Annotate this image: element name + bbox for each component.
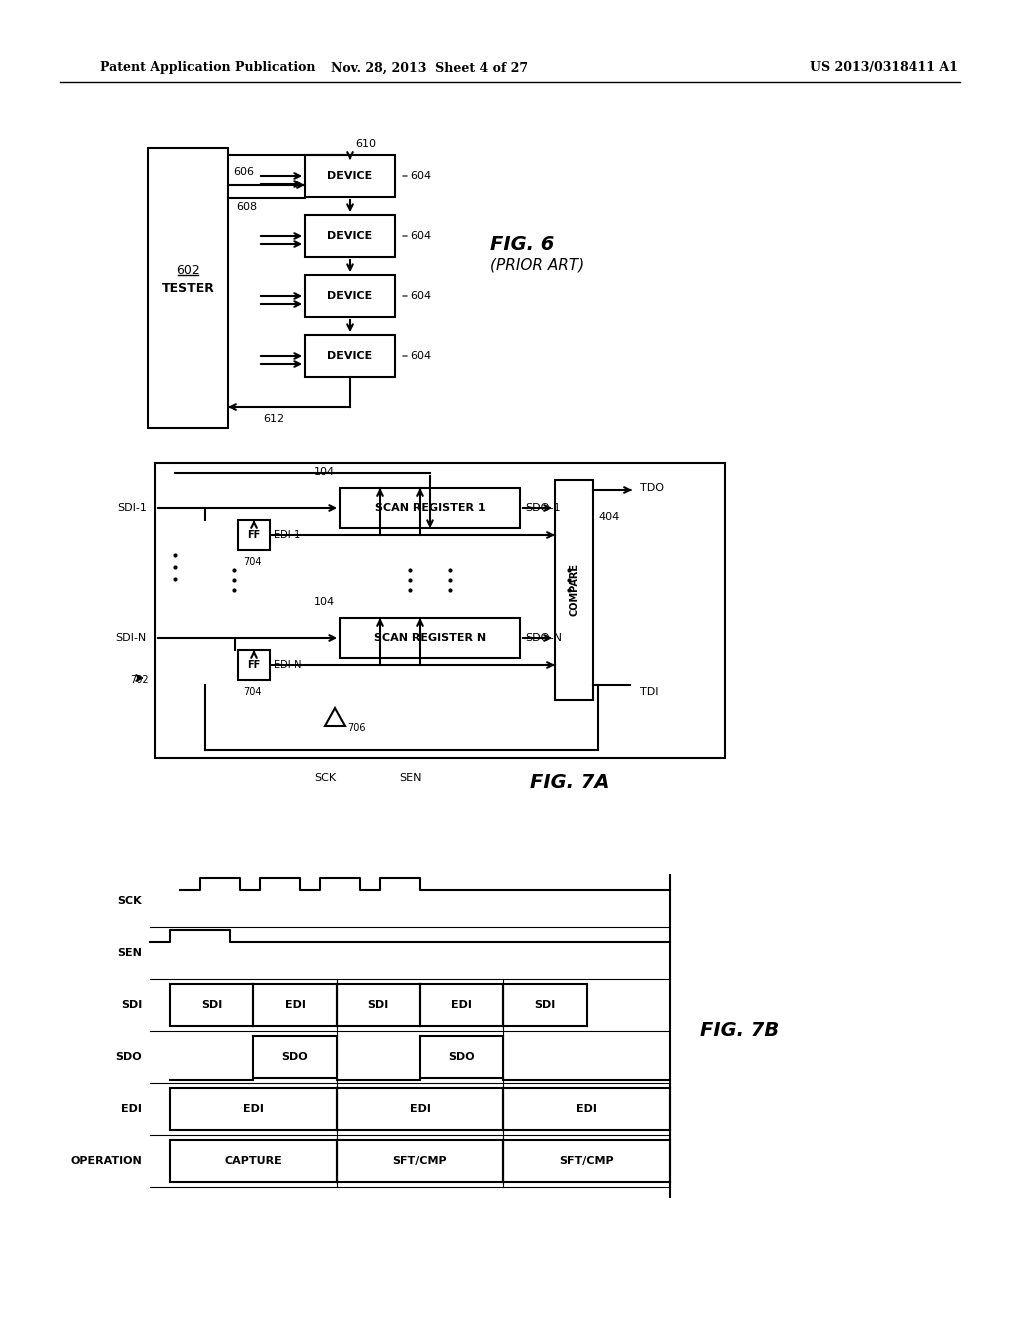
Text: FF: FF — [248, 531, 261, 540]
Text: FIG. 7B: FIG. 7B — [700, 1022, 779, 1040]
Text: 706: 706 — [347, 723, 366, 733]
Text: SEN: SEN — [398, 774, 421, 783]
Bar — [238, 649, 270, 680]
Text: COMPARE: COMPARE — [569, 564, 579, 616]
Text: EDI: EDI — [243, 1104, 264, 1114]
Text: SDI: SDI — [368, 1001, 389, 1010]
Text: TESTER: TESTER — [162, 281, 214, 294]
Text: 104: 104 — [314, 597, 335, 607]
Text: EDI: EDI — [285, 1001, 305, 1010]
Text: 608: 608 — [236, 202, 257, 213]
Text: SEN: SEN — [117, 948, 142, 958]
Text: FIG. 7A: FIG. 7A — [530, 774, 609, 792]
Text: (PRIOR ART): (PRIOR ART) — [490, 257, 585, 272]
Text: SDO: SDO — [116, 1052, 142, 1063]
Text: SCK: SCK — [314, 774, 336, 783]
Bar — [148, 148, 228, 428]
Text: DEVICE: DEVICE — [328, 290, 373, 301]
Text: SFT/CMP: SFT/CMP — [559, 1156, 614, 1166]
Text: TDI: TDI — [640, 686, 658, 697]
Text: SCK: SCK — [118, 896, 142, 906]
Text: 604: 604 — [410, 290, 431, 301]
Text: 604: 604 — [410, 351, 431, 360]
Text: SDI: SDI — [121, 1001, 142, 1010]
Text: 602: 602 — [176, 264, 200, 276]
Text: EDI: EDI — [452, 1001, 472, 1010]
Bar — [340, 488, 520, 528]
Text: Patent Application Publication: Patent Application Publication — [100, 62, 315, 74]
Bar — [305, 335, 395, 378]
Text: 612: 612 — [263, 414, 284, 424]
Text: SCAN REGISTER N: SCAN REGISTER N — [374, 634, 486, 643]
Text: 702: 702 — [130, 675, 148, 685]
Text: 704: 704 — [243, 686, 261, 697]
Text: SDI: SDI — [535, 1001, 556, 1010]
Bar — [555, 480, 593, 700]
Text: SFT/CMP: SFT/CMP — [392, 1156, 447, 1166]
Text: EDI: EDI — [121, 1104, 142, 1114]
Bar — [238, 520, 270, 550]
Text: Nov. 28, 2013  Sheet 4 of 27: Nov. 28, 2013 Sheet 4 of 27 — [332, 62, 528, 74]
Text: 104: 104 — [314, 467, 335, 477]
Text: FIG. 6: FIG. 6 — [490, 235, 554, 255]
Text: DEVICE: DEVICE — [328, 231, 373, 242]
Bar — [305, 215, 395, 257]
Text: CAPTURE: CAPTURE — [224, 1156, 283, 1166]
Text: 604: 604 — [410, 231, 431, 242]
Text: EDI: EDI — [577, 1104, 597, 1114]
Text: DEVICE: DEVICE — [328, 351, 373, 360]
Bar — [305, 275, 395, 317]
Text: SDI-N: SDI-N — [116, 634, 147, 643]
Text: SDO: SDO — [282, 1052, 308, 1063]
Bar — [305, 154, 395, 197]
Text: SDI: SDI — [201, 1001, 222, 1010]
Text: 606: 606 — [233, 168, 254, 177]
Text: US 2013/0318411 A1: US 2013/0318411 A1 — [810, 62, 957, 74]
Text: SDI-1: SDI-1 — [117, 503, 147, 513]
Bar — [155, 463, 725, 758]
Text: EDI-1: EDI-1 — [274, 531, 300, 540]
Text: 610: 610 — [355, 139, 376, 149]
Text: 404: 404 — [598, 512, 620, 521]
Text: SCAN REGISTER 1: SCAN REGISTER 1 — [375, 503, 485, 513]
Text: OPERATION: OPERATION — [71, 1156, 142, 1166]
Text: EDI-N: EDI-N — [274, 660, 301, 671]
Text: EDI: EDI — [410, 1104, 430, 1114]
Text: 604: 604 — [410, 172, 431, 181]
Text: SDO-1: SDO-1 — [525, 503, 560, 513]
Bar — [340, 618, 520, 657]
Text: FF: FF — [248, 660, 261, 671]
Text: SDO: SDO — [449, 1052, 475, 1063]
Text: TDO: TDO — [640, 483, 664, 492]
Text: DEVICE: DEVICE — [328, 172, 373, 181]
Text: SDO-N: SDO-N — [525, 634, 562, 643]
Text: 704: 704 — [243, 557, 261, 568]
